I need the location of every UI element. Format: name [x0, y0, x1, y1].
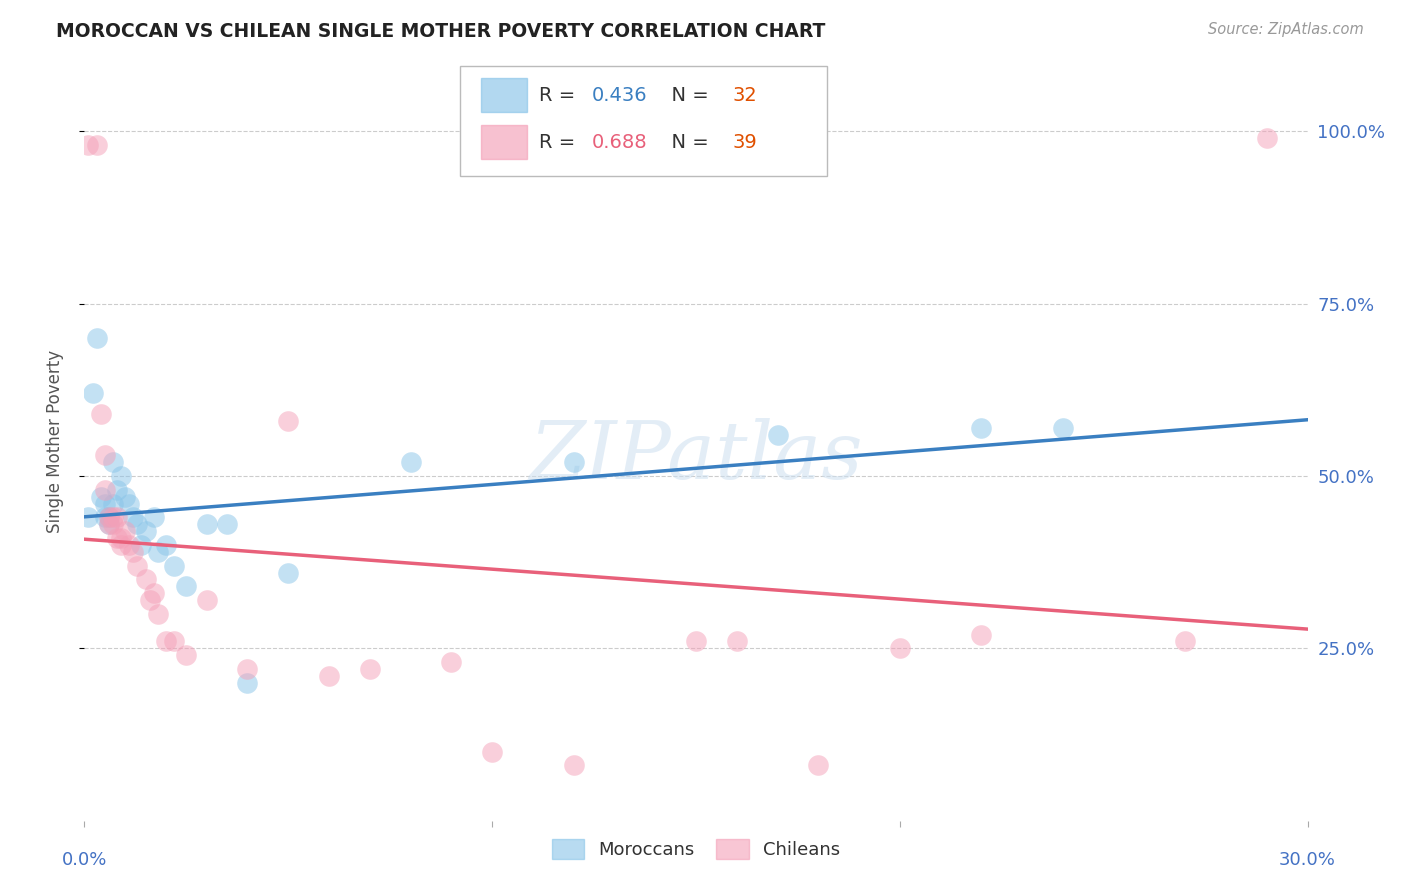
- Point: [118, 538, 141, 552]
- Point: [236, 662, 259, 676]
- Point: [146, 607, 169, 621]
- Point: [97, 510, 120, 524]
- Point: [146, 545, 169, 559]
- Point: [236, 675, 259, 690]
- Point: [481, 745, 503, 759]
- Point: [101, 455, 124, 469]
- Point: [105, 531, 128, 545]
- Point: [114, 490, 136, 504]
- Point: [163, 634, 186, 648]
- Point: [359, 662, 381, 676]
- Point: [685, 634, 707, 648]
- Point: [90, 407, 112, 421]
- Point: [970, 421, 993, 435]
- Point: [93, 448, 115, 462]
- Point: [318, 669, 340, 683]
- Text: Source: ZipAtlas.com: Source: ZipAtlas.com: [1208, 22, 1364, 37]
- Point: [86, 331, 108, 345]
- Point: [970, 627, 993, 641]
- Point: [90, 490, 112, 504]
- Point: [195, 593, 218, 607]
- Text: ZIPatlas: ZIPatlas: [529, 418, 863, 495]
- Point: [138, 593, 160, 607]
- Point: [86, 138, 108, 153]
- Point: [97, 517, 120, 532]
- Text: 30.0%: 30.0%: [1279, 851, 1336, 869]
- Point: [217, 517, 239, 532]
- Point: [110, 538, 132, 552]
- Point: [97, 510, 120, 524]
- Text: MOROCCAN VS CHILEAN SINGLE MOTHER POVERTY CORRELATION CHART: MOROCCAN VS CHILEAN SINGLE MOTHER POVERT…: [56, 22, 825, 41]
- Point: [195, 517, 218, 532]
- Point: [155, 538, 177, 552]
- Point: [135, 573, 157, 587]
- Point: [93, 510, 115, 524]
- Text: R =: R =: [540, 86, 582, 104]
- FancyBboxPatch shape: [481, 78, 527, 112]
- FancyBboxPatch shape: [481, 126, 527, 159]
- Point: [77, 138, 100, 153]
- Text: 0.0%: 0.0%: [62, 851, 107, 869]
- Point: [127, 558, 149, 573]
- Point: [889, 641, 911, 656]
- Point: [110, 531, 132, 545]
- Text: 32: 32: [733, 86, 758, 104]
- Point: [122, 545, 145, 559]
- Point: [562, 758, 585, 772]
- Point: [101, 517, 124, 532]
- Point: [163, 558, 186, 573]
- Point: [131, 538, 153, 552]
- Point: [440, 655, 463, 669]
- Point: [725, 634, 748, 648]
- Point: [101, 497, 124, 511]
- Point: [277, 414, 299, 428]
- Y-axis label: Single Mother Poverty: Single Mother Poverty: [45, 350, 63, 533]
- Point: [1052, 421, 1074, 435]
- Point: [142, 510, 165, 524]
- Point: [766, 427, 789, 442]
- Point: [77, 510, 100, 524]
- Point: [127, 517, 149, 532]
- Point: [1174, 634, 1197, 648]
- Text: 0.436: 0.436: [592, 86, 648, 104]
- Point: [277, 566, 299, 580]
- Point: [105, 510, 128, 524]
- Point: [1256, 131, 1278, 145]
- Point: [110, 469, 132, 483]
- Point: [93, 497, 115, 511]
- Legend: Moroccans, Chileans: Moroccans, Chileans: [543, 830, 849, 869]
- Point: [122, 510, 145, 524]
- FancyBboxPatch shape: [460, 66, 827, 177]
- Text: 0.688: 0.688: [592, 133, 648, 152]
- Point: [807, 758, 830, 772]
- Point: [93, 483, 115, 497]
- Point: [174, 648, 197, 663]
- Text: R =: R =: [540, 133, 582, 152]
- Point: [155, 634, 177, 648]
- Text: 39: 39: [733, 133, 758, 152]
- Point: [562, 455, 585, 469]
- Point: [105, 483, 128, 497]
- Point: [82, 386, 104, 401]
- Point: [135, 524, 157, 538]
- Text: N =: N =: [659, 133, 716, 152]
- Point: [142, 586, 165, 600]
- Point: [118, 497, 141, 511]
- Point: [114, 524, 136, 538]
- Point: [174, 579, 197, 593]
- Point: [399, 455, 422, 469]
- Point: [97, 517, 120, 532]
- Point: [101, 510, 124, 524]
- Text: N =: N =: [659, 86, 716, 104]
